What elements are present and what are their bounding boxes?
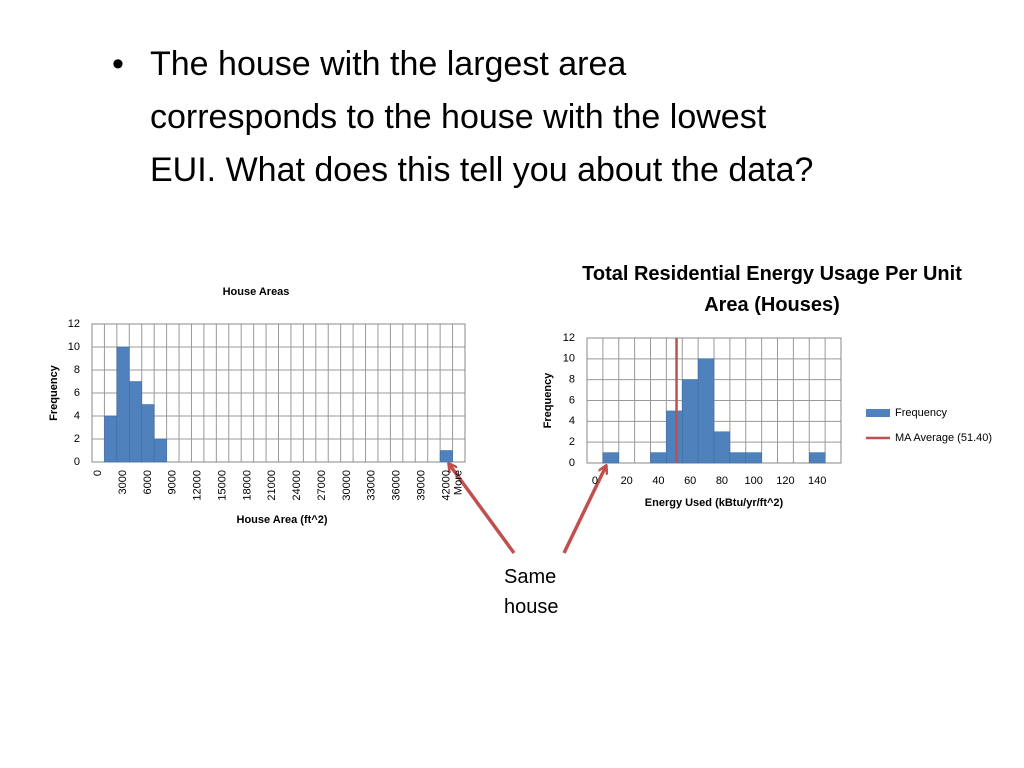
y-tick-label: 2 (74, 433, 80, 445)
bar (745, 452, 762, 464)
plot-frame (91, 323, 466, 463)
y-tick-label: 0 (74, 456, 80, 468)
y-tick-label: 12 (563, 332, 575, 344)
y-tick-label: 10 (68, 341, 80, 353)
y-tick-label: 10 (563, 353, 575, 365)
y-tick-label: 6 (74, 387, 80, 399)
x-tick-label: 80 (716, 475, 728, 487)
y-tick-label: 8 (74, 364, 80, 376)
annotation: Same house (504, 566, 559, 618)
x-axis-label: Energy Used (kBtu/yr/ft^2) (645, 497, 784, 509)
y-tick-label: 8 (569, 374, 575, 386)
x-tick-label: 36000 (391, 470, 403, 501)
bar (682, 379, 699, 464)
bar (104, 415, 118, 463)
legend-swatch (866, 409, 890, 417)
bar (729, 452, 746, 464)
y-axis-label: Frequency (48, 364, 60, 421)
bar (153, 438, 167, 463)
x-tick-label: 42000 (440, 470, 452, 501)
chart-title: Total Residential Energy Usage Per Unit … (582, 263, 962, 316)
arrow (562, 466, 606, 554)
legend-label: Frequency (895, 407, 947, 419)
x-tick-label: 140 (808, 475, 826, 487)
bar (666, 410, 683, 464)
y-tick-label: 2 (569, 436, 575, 448)
x-tick-label: 33000 (366, 470, 378, 501)
x-tick-label: 0 (92, 470, 104, 476)
chart-title: House Areas (223, 286, 290, 298)
x-tick-label: 39000 (415, 470, 427, 501)
bar (713, 431, 731, 464)
x-tick-label: 27000 (316, 470, 328, 501)
x-tick-label: 120 (776, 475, 794, 487)
x-tick-label: 100 (745, 475, 763, 487)
bullet-dot: • (112, 45, 124, 83)
y-tick-label: 0 (569, 457, 575, 469)
bar (141, 404, 155, 463)
x-tick-label: More (453, 470, 465, 495)
x-tick-label: 6000 (142, 470, 154, 494)
x-tick-label: 30000 (341, 470, 353, 501)
y-tick-label: 4 (74, 410, 80, 422)
bar (116, 346, 130, 463)
x-tick-label: 20 (621, 475, 633, 487)
x-tick-label: 40 (652, 475, 664, 487)
y-tick-label: 4 (569, 415, 575, 427)
x-tick-label: 0 (592, 475, 598, 487)
x-tick-label: 15000 (216, 470, 228, 501)
x-tick-label: 3000 (117, 470, 129, 494)
x-tick-label: 12000 (192, 470, 204, 501)
bar (602, 452, 619, 464)
bar (697, 358, 715, 464)
x-axis-label: House Area (ft^2) (237, 514, 328, 526)
bar (439, 450, 453, 463)
y-axis-label: Frequency (542, 372, 554, 429)
bullet-text: The house with the largest area correspo… (150, 45, 814, 189)
x-tick-label: 60 (684, 475, 696, 487)
bar (650, 452, 667, 464)
bar (129, 381, 142, 463)
arrow (449, 464, 516, 555)
legend-label: MA Average (51.40) (895, 432, 992, 444)
x-tick-label: 9000 (167, 470, 179, 494)
y-tick-label: 6 (569, 394, 575, 406)
x-tick-label: 21000 (266, 470, 278, 501)
y-tick-label: 12 (68, 318, 80, 330)
x-tick-label: 18000 (241, 470, 253, 501)
x-tick-label: 24000 (291, 470, 303, 501)
bar (809, 452, 826, 464)
